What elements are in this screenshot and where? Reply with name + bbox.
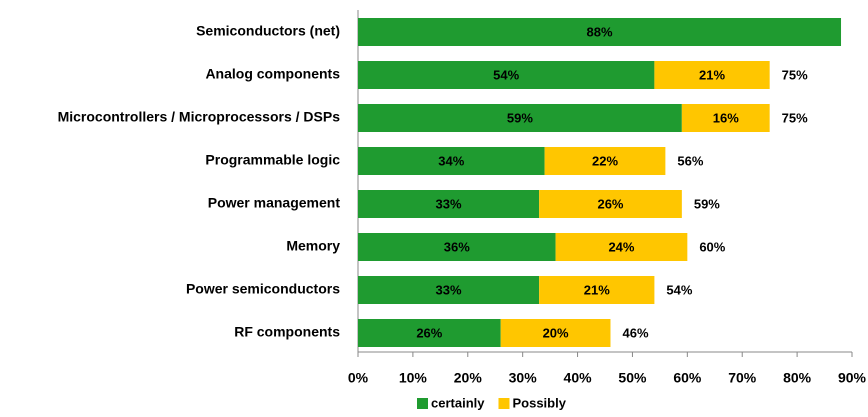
value-label: 88% (586, 24, 612, 39)
category-label: RF components (234, 324, 340, 340)
x-tick-label: 10% (399, 370, 428, 386)
x-tick-label: 30% (509, 370, 538, 386)
total-label: 75% (782, 67, 808, 82)
bar-segment (358, 319, 501, 347)
x-tick-label: 50% (618, 370, 647, 386)
bar-segment (539, 190, 682, 218)
bar-segment (555, 233, 688, 261)
bar-segment (358, 233, 556, 261)
value-label: 16% (713, 110, 739, 125)
bar-segment (358, 61, 655, 89)
x-tick-label: 70% (728, 370, 757, 386)
x-tick-label: 60% (673, 370, 702, 386)
x-tick-label: 40% (564, 370, 593, 386)
category-label: Memory (286, 238, 340, 254)
value-label: 24% (608, 239, 634, 254)
total-label: 56% (677, 153, 703, 168)
total-label: 75% (782, 110, 808, 125)
value-label: 20% (543, 325, 569, 340)
bar-segment (539, 276, 655, 304)
bar-segment (681, 104, 770, 132)
bar-segment (544, 147, 666, 175)
bar-segment (358, 18, 842, 46)
bar-segment (500, 319, 611, 347)
bar-segment (654, 61, 770, 89)
legend-swatch (498, 398, 510, 409)
category-label: Semiconductors (net) (196, 23, 340, 39)
value-label: 21% (584, 282, 610, 297)
value-label: 36% (444, 239, 470, 254)
bar-segment (358, 276, 540, 304)
value-label: 54% (493, 67, 519, 82)
legend-label: certainly (431, 395, 485, 410)
bar-segment (358, 190, 540, 218)
value-label: 34% (438, 153, 464, 168)
category-label: Analog components (205, 66, 340, 82)
x-tick-label: 80% (783, 370, 812, 386)
value-label: 22% (592, 153, 618, 168)
value-label: 59% (507, 110, 533, 125)
value-label: 33% (436, 282, 462, 297)
value-label: 33% (436, 196, 462, 211)
total-label: 46% (622, 325, 648, 340)
category-label: Programmable logic (205, 152, 340, 168)
value-label: 26% (416, 325, 442, 340)
category-label: Microcontrollers / Microprocessors / DSP… (58, 109, 341, 125)
category-label: Power management (208, 195, 341, 211)
category-label: Power semiconductors (186, 281, 340, 297)
x-tick-label: 90% (838, 370, 867, 386)
legend-swatch (417, 398, 428, 409)
bar-segment (358, 104, 682, 132)
value-label: 21% (699, 67, 725, 82)
x-tick-label: 0% (348, 370, 369, 386)
legend-label: Possibly (512, 395, 566, 410)
total-label: 54% (666, 282, 692, 297)
bar-segment (358, 147, 545, 175)
x-tick-label: 20% (454, 370, 483, 386)
total-label: 60% (699, 239, 725, 254)
value-label: 26% (597, 196, 623, 211)
total-label: 59% (694, 196, 720, 211)
